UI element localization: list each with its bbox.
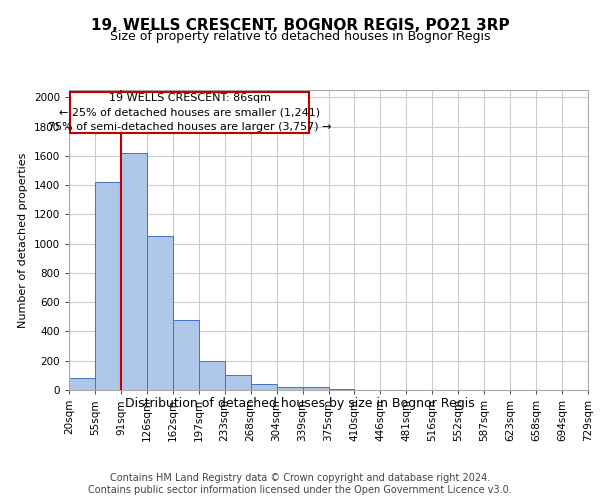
Bar — [251, 384, 277, 390]
Bar — [121, 153, 147, 390]
Text: Distribution of detached houses by size in Bognor Regis: Distribution of detached houses by size … — [125, 398, 475, 410]
Bar — [199, 360, 224, 390]
Bar — [95, 182, 121, 390]
Text: Contains HM Land Registry data © Crown copyright and database right 2024.
Contai: Contains HM Land Registry data © Crown c… — [88, 474, 512, 495]
Text: 19 WELLS CRESCENT: 86sqm
← 25% of detached houses are smaller (1,241)
75% of sem: 19 WELLS CRESCENT: 86sqm ← 25% of detach… — [48, 93, 331, 132]
Bar — [69, 378, 95, 390]
Bar — [173, 320, 199, 390]
Bar — [147, 236, 173, 390]
Text: Size of property relative to detached houses in Bognor Regis: Size of property relative to detached ho… — [110, 30, 490, 43]
Text: 19, WELLS CRESCENT, BOGNOR REGIS, PO21 3RP: 19, WELLS CRESCENT, BOGNOR REGIS, PO21 3… — [91, 18, 509, 32]
FancyBboxPatch shape — [70, 92, 309, 132]
Bar — [277, 387, 302, 390]
Bar — [302, 387, 329, 390]
Y-axis label: Number of detached properties: Number of detached properties — [18, 152, 28, 328]
Bar — [225, 374, 251, 390]
